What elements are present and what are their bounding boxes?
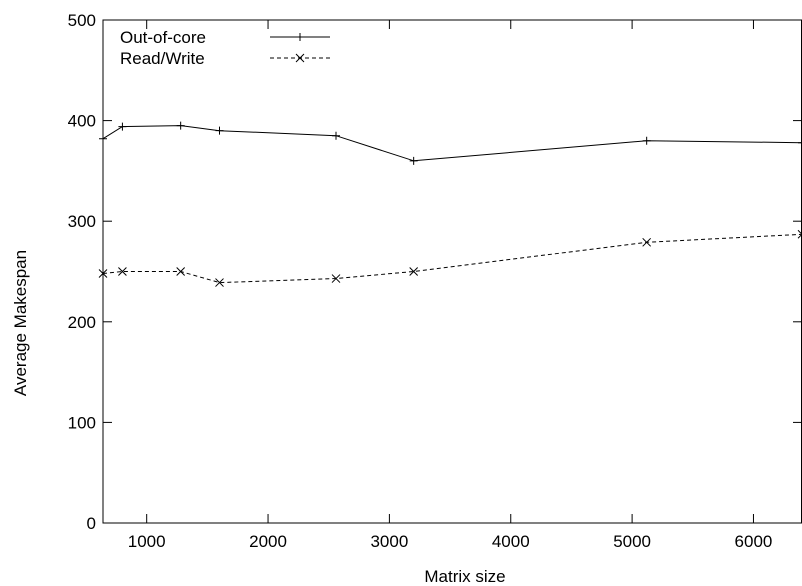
x-tick-label: 6000 (735, 532, 773, 551)
data-point-read-write (409, 267, 419, 276)
y-tick-label: 500 (68, 11, 96, 30)
x-tick-label: 4000 (492, 532, 530, 551)
x-tick-label: 3000 (370, 532, 408, 551)
y-tick-label: 400 (68, 112, 96, 131)
data-point-out-of-core (99, 134, 107, 143)
axis-ticks: 0 100 200 300 400 500 1000 2000 3000 4000 5000 6000 (68, 11, 802, 551)
data-point-out-of-core (798, 138, 802, 147)
plot-border (102, 19, 802, 524)
legend-marker-out-of-core (296, 33, 304, 41)
series-line-read-write (102, 233, 802, 284)
y-axis-label: Average Makespan (11, 250, 30, 396)
series-read-write (98, 229, 802, 287)
legend-marker-read-write (295, 53, 305, 63)
x-tick-label: 5000 (613, 532, 651, 551)
legend-label-read-write: Read/Write (120, 49, 205, 68)
data-point-out-of-core (215, 126, 224, 135)
plot-frame (102, 19, 802, 524)
data-point-read-write (176, 267, 186, 276)
data-point-read-write (797, 229, 802, 239)
data-point-out-of-core (409, 156, 418, 165)
y-tick-label: 300 (68, 212, 96, 231)
x-tick-label: 2000 (249, 532, 287, 551)
y-tick-label: 200 (68, 313, 96, 332)
y-tick-label: 100 (68, 413, 96, 432)
x-axis-label: Matrix size (424, 567, 505, 586)
series-layer (98, 121, 802, 287)
data-point-read-write (215, 278, 224, 287)
data-point-out-of-core (332, 131, 340, 140)
series-out-of-core (99, 121, 802, 165)
y-tick-label: 0 (87, 514, 96, 533)
data-point-out-of-core (118, 122, 127, 131)
data-point-read-write (118, 267, 127, 276)
legend-label-out-of-core: Out-of-core (120, 28, 206, 47)
series-line-out-of-core (102, 125, 802, 162)
data-point-read-write (642, 237, 652, 247)
data-point-read-write (331, 274, 341, 283)
data-point-read-write (98, 269, 108, 278)
legend: Out-of-core Read/Write (120, 28, 330, 68)
x-tick-label: 1000 (128, 532, 166, 551)
data-point-out-of-core (176, 121, 185, 130)
data-point-out-of-core (642, 136, 651, 145)
